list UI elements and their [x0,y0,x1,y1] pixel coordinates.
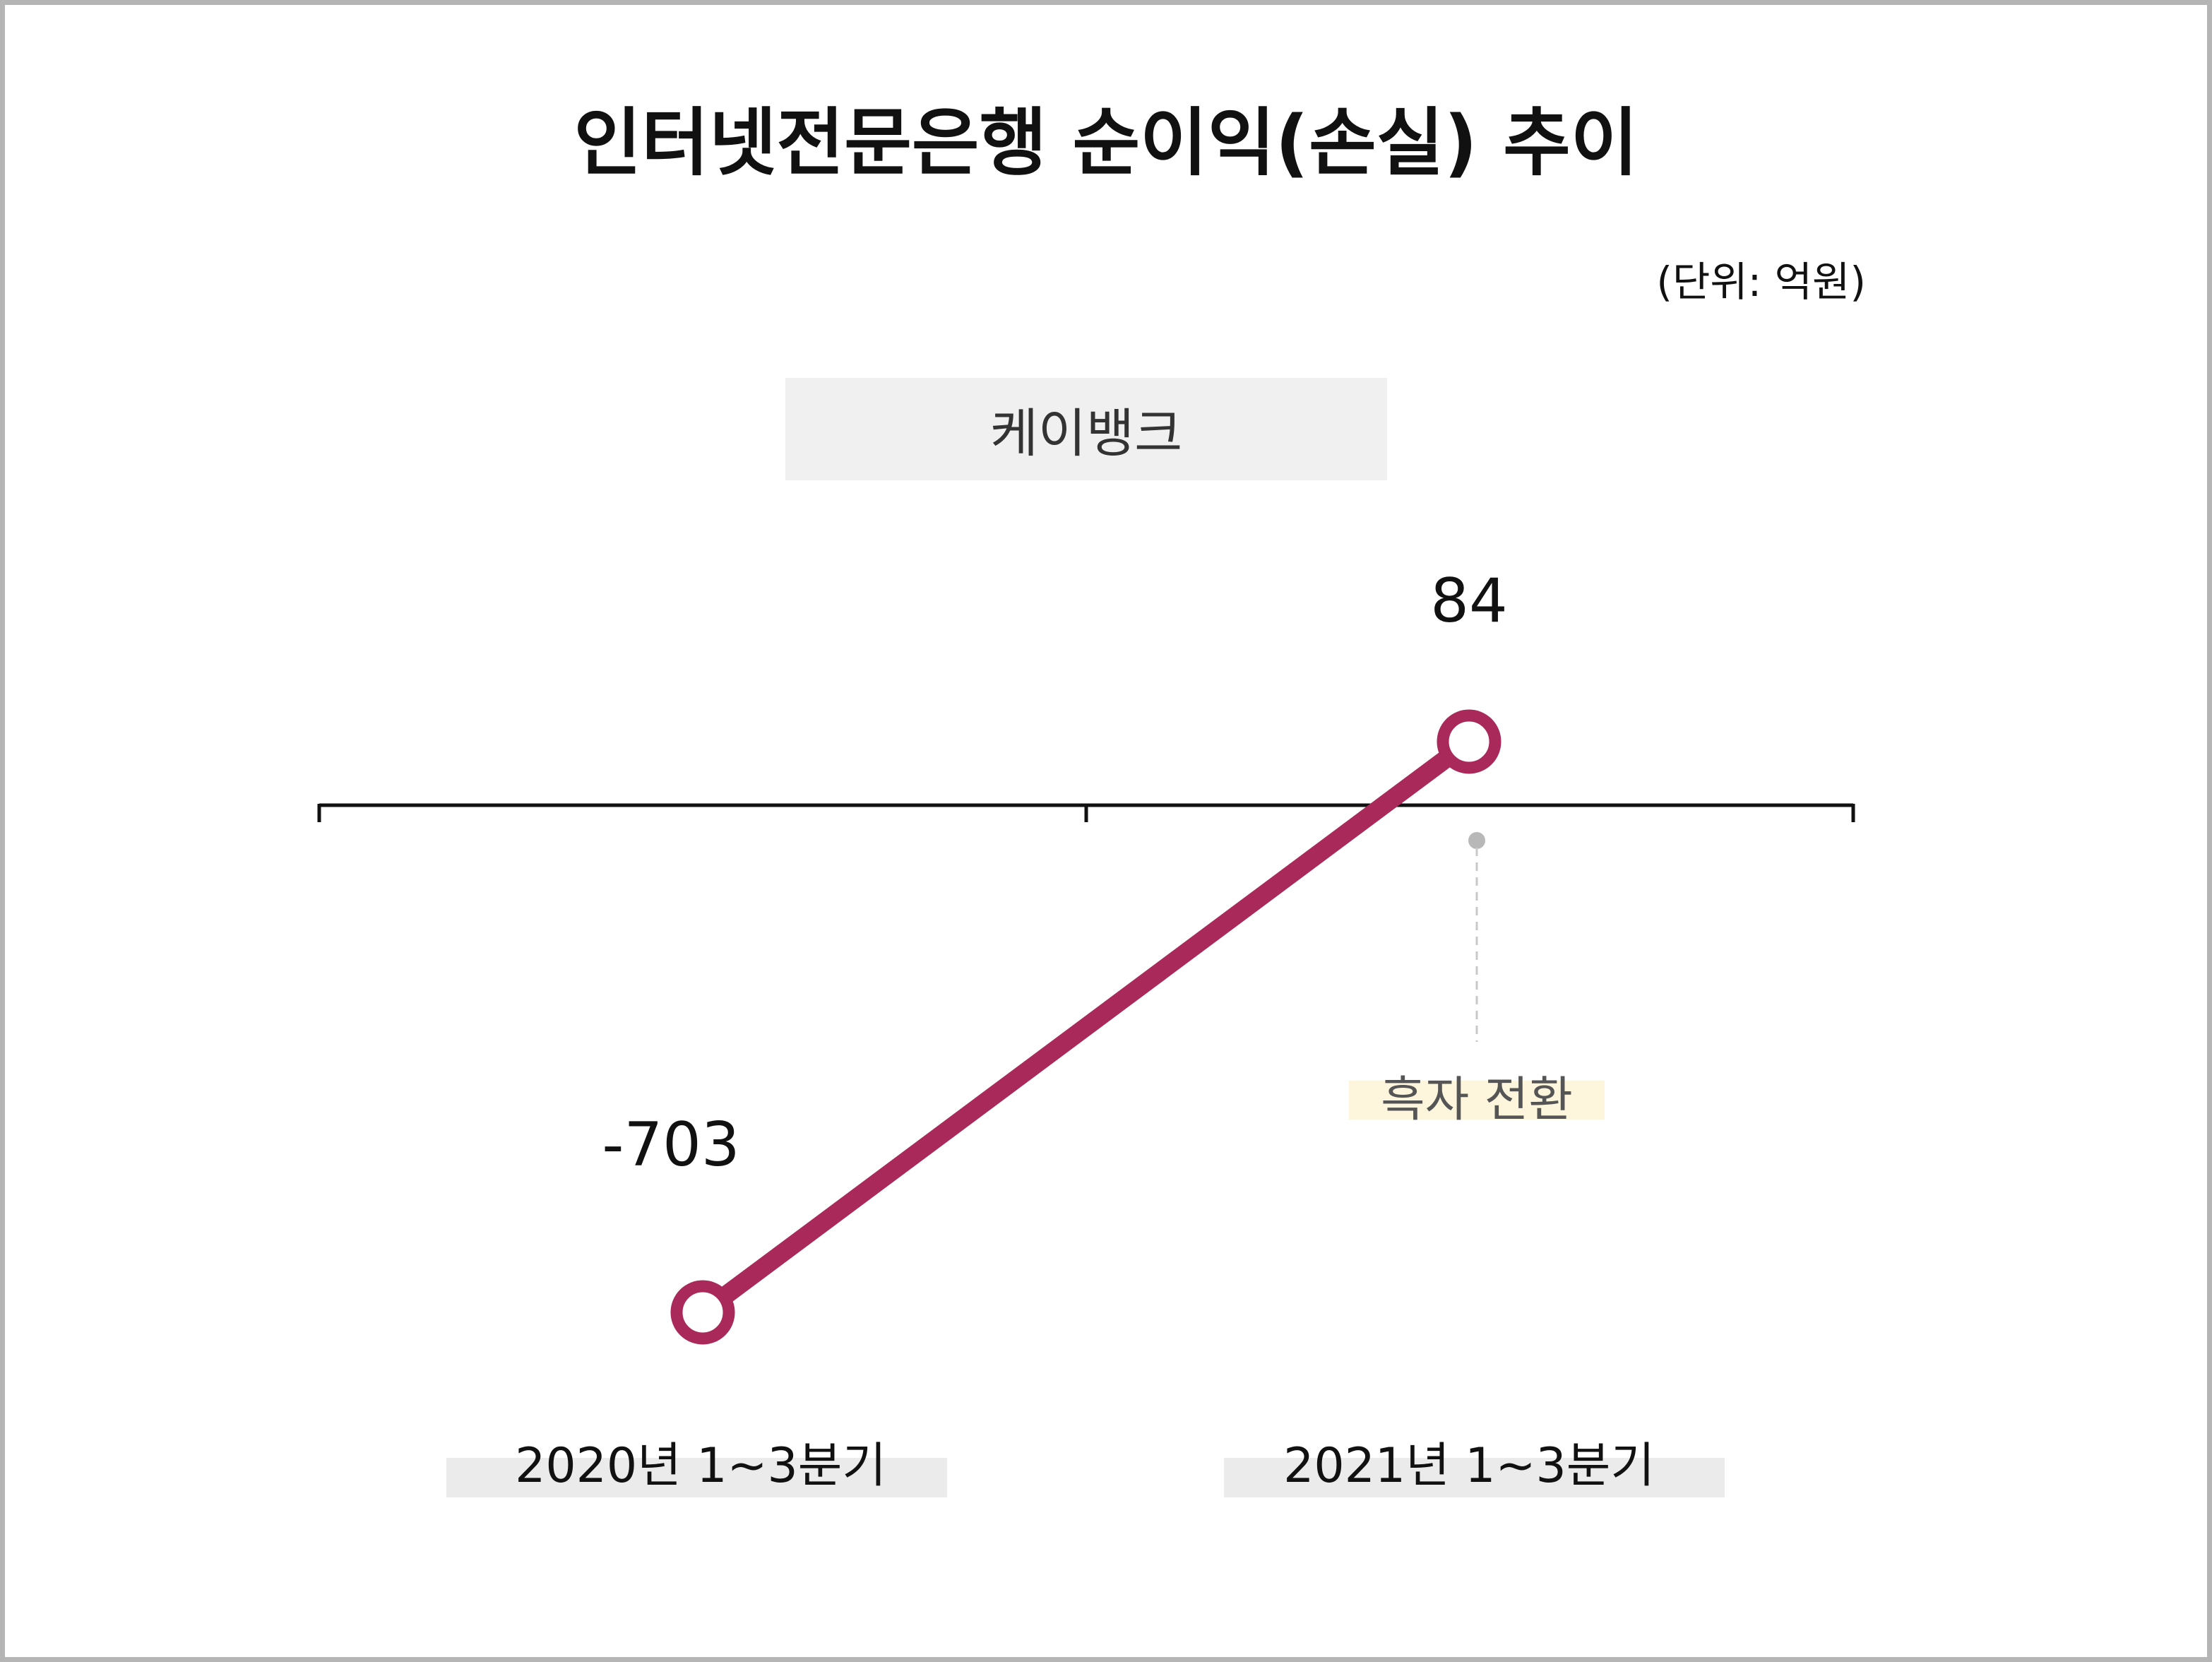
data-point-0 [670,1280,735,1345]
annotation-highlight [1349,1081,1605,1120]
chart-title: 인터넷전문은행 순이익(손실) 추이 [573,100,1639,186]
data-label-1: 84 [1430,566,1507,636]
annotation-label: 흑자 전환 [1381,1072,1573,1128]
category-label-backgrounds [446,1458,1725,1497]
x-category-label-0: 2020년 1~3분기 [515,1438,886,1494]
legend-box: 케이뱅크 [785,378,1387,480]
annotation-dot [1468,832,1485,849]
data-point-1 [1437,709,1502,774]
unit-note: (단위: 억원) [1656,258,1866,306]
text-layer: -703 84 2020년 1~3분기 2021년 1~3분기 [515,566,1655,1494]
x-category-label-1: 2021년 1~3분기 [1283,1438,1655,1494]
category-label-bg-1 [1224,1458,1725,1497]
annotation-layer: 흑자 전환 [1349,832,1605,1128]
legend-series-label: 케이뱅크 [989,403,1183,464]
series-layer [670,709,1502,1345]
axis-layer [317,803,1855,822]
series-line-케이뱅크 [694,732,1478,1322]
data-label-0: -703 [602,1110,739,1180]
category-label-bg-0 [446,1458,947,1497]
